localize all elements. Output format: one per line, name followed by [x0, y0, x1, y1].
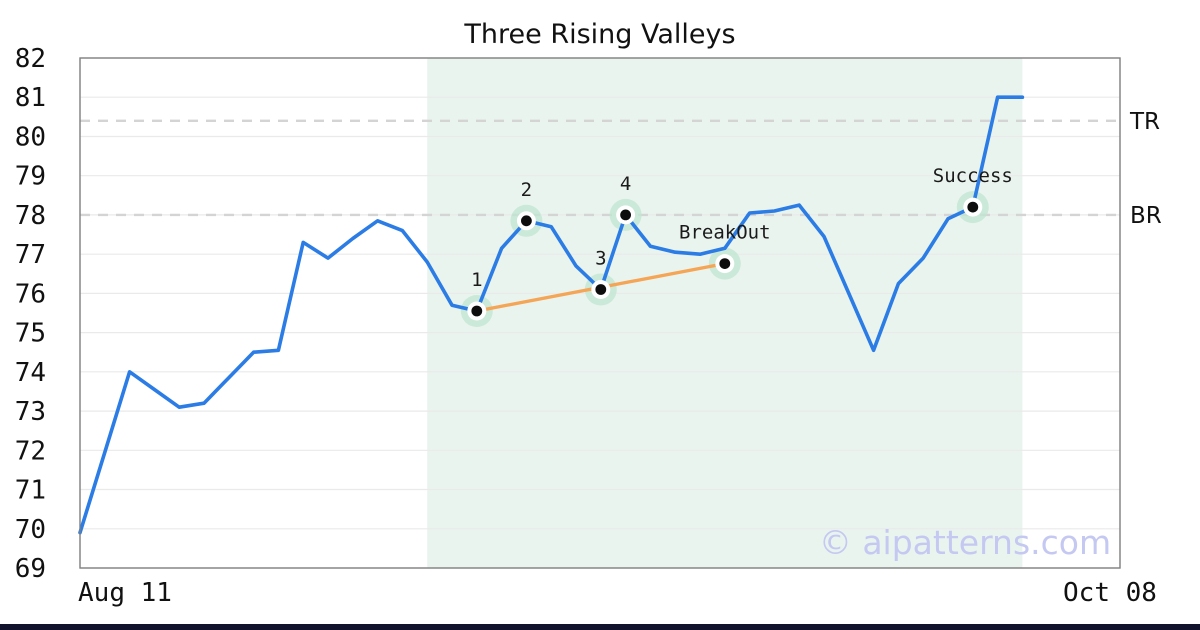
- y-tick-label: 80: [15, 123, 46, 153]
- y-tick-label: 73: [15, 397, 46, 427]
- y-tick-label: 82: [15, 44, 46, 74]
- y-tick-label: 76: [15, 279, 46, 309]
- y-tick-label: 72: [15, 436, 46, 466]
- y-tick-label: 71: [15, 476, 46, 506]
- annotation-label: BreakOut: [679, 222, 771, 244]
- resistance-label: BR: [1130, 203, 1162, 229]
- marker-dot: [521, 215, 532, 227]
- chart-title: Three Rising Valleys: [463, 19, 735, 50]
- marker-dot: [967, 201, 979, 213]
- price-line: [78, 95, 1025, 535]
- y-tick-label: 77: [15, 240, 46, 270]
- annotation-label: 2: [521, 179, 532, 201]
- marker-dot: [719, 258, 731, 269]
- y-tick-label: 79: [15, 162, 46, 192]
- annotation-label: Success: [933, 165, 1013, 187]
- y-tick-label: 70: [15, 515, 46, 545]
- x-tick-label-start: Aug 11: [78, 578, 172, 608]
- x-tick-label-end: Oct 08: [1063, 578, 1157, 608]
- pattern-region: [427, 58, 1023, 568]
- marker-dot: [471, 305, 483, 317]
- y-tick-label: 75: [15, 319, 46, 349]
- marker-dot: [595, 284, 607, 295]
- y-tick-label: 69: [15, 554, 46, 584]
- marker-dot: [620, 209, 631, 221]
- y-tick-label: 81: [15, 83, 46, 113]
- footer-bar: [0, 624, 1200, 630]
- watermark: © aipatterns.com: [819, 523, 1111, 562]
- y-tick-label: 74: [15, 358, 46, 388]
- plot-frame: [79, 57, 1121, 569]
- plot-area: 69 70 71 72 73 74 75 76 77 78 79 80 81 82 TR BR 1 2 3 4 Brea…: [15, 44, 1162, 584]
- annotation-label: 3: [595, 248, 606, 270]
- annotation-label: 4: [620, 173, 631, 195]
- annotation-label: 1: [471, 269, 482, 291]
- y-tick-label: 78: [15, 201, 46, 231]
- resistance-label: TR: [1129, 109, 1160, 135]
